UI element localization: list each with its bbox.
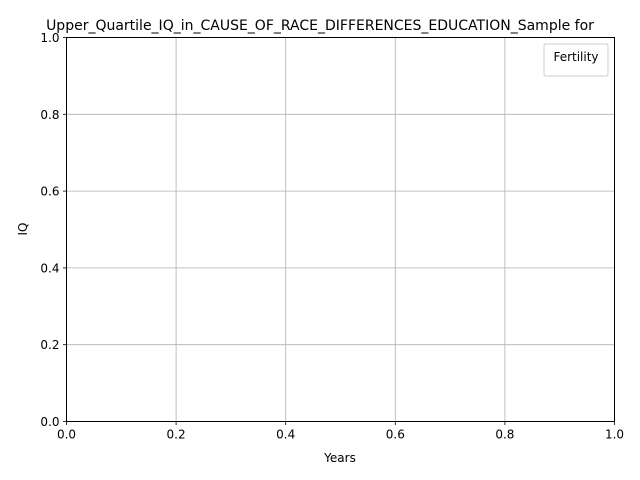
x-tick-label: 0.0: [57, 428, 76, 442]
grid-lines: [66, 37, 615, 422]
legend-title: Fertility: [553, 50, 598, 64]
y-axis: 0.0 0.2 0.4 0.6 0.8 1.0: [40, 31, 67, 429]
y-tick-label: 0.6: [40, 185, 59, 199]
x-tick-label: 0.2: [167, 428, 186, 442]
x-axis: 0.0 0.2 0.4 0.6 0.8 1.0: [57, 421, 624, 442]
x-tick-label: 0.8: [495, 428, 514, 442]
x-axis-label: Years: [323, 451, 356, 465]
legend: Fertility: [543, 43, 609, 77]
x-tick-label: 1.0: [605, 428, 624, 442]
y-tick-label: 0.0: [40, 415, 59, 429]
y-tick-label: 0.4: [40, 261, 59, 275]
x-tick-label: 0.4: [276, 428, 295, 442]
y-tick-label: 0.2: [40, 338, 59, 352]
chart-title: Upper_Quartile_IQ_in_CAUSE_OF_RACE_DIFFE…: [46, 18, 594, 34]
legend-box: [543, 43, 609, 77]
plot-area: [66, 37, 615, 422]
y-tick-label: 0.8: [40, 108, 59, 122]
y-tick-label: 1.0: [40, 31, 59, 45]
y-axis-label: IQ: [16, 223, 30, 236]
x-tick-label: 0.6: [386, 428, 405, 442]
